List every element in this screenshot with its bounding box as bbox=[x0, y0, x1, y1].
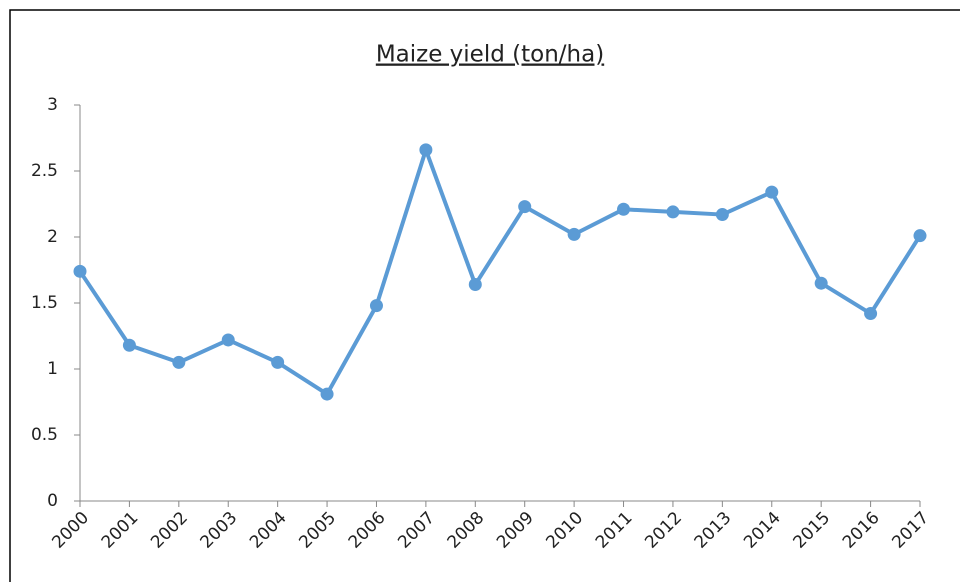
data-point bbox=[765, 185, 779, 199]
data-point bbox=[864, 307, 878, 321]
data-point bbox=[369, 299, 383, 313]
chart-title: Maize yield (ton/ha) bbox=[376, 42, 604, 68]
data-point bbox=[567, 227, 581, 241]
data-point bbox=[122, 338, 136, 352]
data-point bbox=[419, 143, 433, 157]
data-point bbox=[913, 229, 927, 243]
y-tick-label: 3 bbox=[47, 95, 58, 115]
data-point bbox=[73, 264, 87, 278]
y-tick-label: 0 bbox=[47, 491, 58, 511]
data-point bbox=[715, 208, 729, 222]
y-tick-label: 2.5 bbox=[31, 161, 58, 181]
y-tick-label: 1.5 bbox=[31, 293, 58, 313]
data-line bbox=[78, 147, 922, 397]
data-point bbox=[518, 200, 532, 214]
data-point bbox=[320, 387, 334, 401]
y-tick-label: 1 bbox=[47, 359, 58, 379]
data-point bbox=[666, 205, 680, 219]
y-tick-label: 2 bbox=[47, 227, 58, 247]
data-point bbox=[468, 278, 482, 292]
y-tick-label: 0.5 bbox=[31, 425, 58, 445]
data-point bbox=[221, 333, 235, 347]
data-point bbox=[814, 276, 828, 290]
data-point bbox=[271, 355, 285, 369]
data-point bbox=[617, 202, 631, 216]
chart-frame bbox=[9, 9, 960, 582]
data-point bbox=[172, 355, 186, 369]
